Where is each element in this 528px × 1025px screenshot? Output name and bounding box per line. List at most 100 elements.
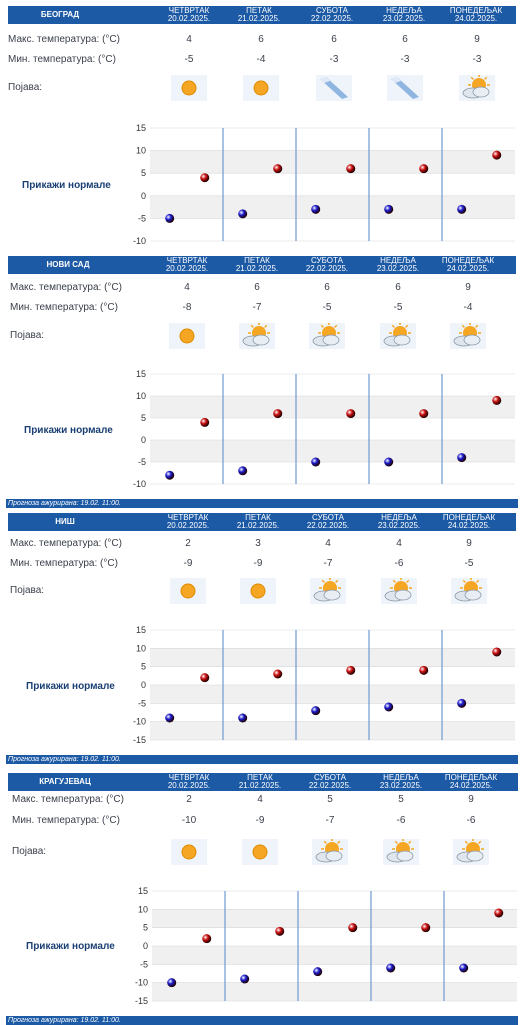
min-temp-label: Мин. температура: (°C) [12, 815, 120, 826]
y-tick-label: -10 [133, 479, 146, 489]
day-name: ЧЕТВРТАК [167, 513, 209, 522]
y-tick-label: 15 [136, 123, 146, 133]
day-header: ЧЕТВРТАК 20.02.2025. [152, 257, 222, 273]
max-temp-point [200, 417, 210, 427]
chart-band [150, 150, 515, 174]
sun-icon [242, 839, 278, 865]
y-tick-label: -10 [133, 236, 146, 246]
temperature-chart: 15 10 5 0 -5 -10 [133, 123, 515, 246]
max-temp-value: 3 [255, 538, 261, 549]
day-header: ПЕТАК 21.02.2025. [222, 257, 292, 273]
chart-band [150, 685, 515, 704]
sun-cloud-icon [239, 322, 275, 349]
day-name: ПОНЕДЕЉАК [442, 513, 496, 522]
day-date: 23.02.2025. [376, 264, 420, 273]
phenomenon-label: Појава: [10, 330, 45, 341]
chart-band [152, 982, 517, 1001]
y-tick-label: -10 [135, 978, 148, 988]
y-tick-label: -5 [138, 213, 146, 223]
city-name: БЕОГРАД [40, 10, 80, 19]
sleet-icon [387, 75, 423, 101]
sun-cloud-icon [451, 577, 487, 604]
max-temp-point [492, 395, 502, 405]
min-temp-label: Мин. температура: (°C) [10, 558, 118, 569]
min-temp-value: -5 [393, 302, 403, 313]
y-tick-label: 10 [136, 643, 146, 653]
sleet-icon [316, 75, 352, 101]
day-header: ПОНЕДЕЉАК 24.02.2025. [436, 774, 506, 790]
min-temp-value: -6 [466, 815, 476, 826]
day-header: НЕДЕЉА 23.02.2025. [364, 514, 434, 530]
chart-band [150, 374, 515, 396]
show-normals-link[interactable]: Прикажи нормале [26, 941, 115, 952]
day-date: 20.02.2025. [166, 521, 210, 530]
day-header: СУБОТА 22.02.2025. [293, 514, 363, 530]
show-normals-link[interactable]: Прикажи нормале [22, 180, 111, 191]
y-tick-label: 10 [136, 146, 146, 156]
sun-cloud-icon [459, 74, 495, 101]
max-temp-label: Макс. температура: (°C) [8, 34, 120, 45]
day-name: ЧЕТВРТАК [168, 773, 210, 782]
max-temp-point [492, 647, 502, 657]
y-tick-label: 15 [138, 886, 148, 896]
day-name: ЧЕТВРТАК [166, 256, 208, 265]
min-temp-point [459, 963, 469, 973]
sun-icon [240, 578, 276, 604]
min-temp-point [238, 466, 248, 476]
day-header: ПЕТАК 21.02.2025. [225, 774, 295, 790]
show-normals-link[interactable]: Прикажи нормале [24, 425, 113, 436]
max-temp-value: 2 [185, 538, 191, 549]
y-tick-label: -15 [133, 735, 146, 745]
min-temp-label: Мин. температура: (°C) [8, 54, 116, 65]
max-temp-value: 6 [402, 34, 408, 45]
max-temp-point [275, 926, 285, 936]
day-name: ПОНЕДЕЉАК [441, 256, 495, 265]
max-temp-value: 2 [186, 794, 192, 805]
min-temp-value: -9 [253, 558, 263, 569]
day-name: ПЕТАК [244, 256, 270, 265]
day-name: ПЕТАК [245, 513, 271, 522]
max-temp-value: 6 [254, 282, 260, 293]
min-temp-value: -10 [181, 815, 197, 826]
y-tick-label: -5 [138, 457, 146, 467]
max-temp-value: 5 [398, 794, 404, 805]
day-name: ПЕТАК [246, 6, 272, 15]
min-temp-value: -5 [184, 54, 194, 65]
city-name: НИШ [55, 517, 75, 526]
forecast-header: НИШ ЧЕТВРТАК 20.02.2025. ПЕТАК 21.02.2025. СУ… [8, 513, 516, 531]
y-tick-label: -5 [138, 698, 146, 708]
forecast-updated: Прогноза ажурирана: 19.02. 11:00. [6, 1016, 518, 1025]
min-temp-point [165, 470, 175, 480]
max-temp-point [202, 934, 212, 944]
forecast-updated: Прогноза ажурирана: 19.02. 11:00. [6, 755, 518, 764]
day-header: СУБОТА 22.02.2025. [292, 257, 362, 273]
max-temp-value: 9 [468, 794, 474, 805]
sun-cloud-icon [380, 322, 416, 349]
sun-cloud-icon [312, 838, 348, 865]
max-temp-value: 4 [257, 794, 263, 805]
day-date: 23.02.2025. [382, 14, 426, 23]
max-temp-value: 9 [466, 538, 472, 549]
day-date: 21.02.2025. [237, 14, 281, 23]
day-name: СУБОТА [314, 773, 346, 782]
min-temp-value: -9 [255, 815, 265, 826]
day-header: ПЕТАК 21.02.2025. [223, 514, 293, 530]
temperature-chart: 15 10 5 0 -5 -10 [133, 369, 515, 489]
day-header: ПОНЕДЕЉАК 24.02.2025. [434, 514, 504, 530]
show-normals-link[interactable]: Прикажи нормале [26, 681, 115, 692]
max-temp-point [273, 669, 283, 679]
y-tick-label: 0 [141, 435, 146, 445]
day-name: ПЕТАК [247, 773, 273, 782]
max-temp-value: 4 [186, 34, 192, 45]
min-temp-point [384, 457, 394, 467]
sun-icon [170, 578, 206, 604]
day-header: НЕДЕЉА 23.02.2025. [369, 7, 439, 23]
day-date: 24.02.2025. [446, 264, 490, 273]
min-temp-value: -3 [472, 54, 482, 65]
forecast-updated: Прогноза ажурирана: 19.02. 11:00. [6, 499, 518, 508]
min-temp-point [238, 209, 248, 219]
max-temp-point [273, 409, 283, 419]
temperature-chart: 15 10 5 0 -5 -10 -15 [133, 625, 515, 745]
chart-band [150, 648, 515, 667]
chart-band [152, 891, 517, 910]
